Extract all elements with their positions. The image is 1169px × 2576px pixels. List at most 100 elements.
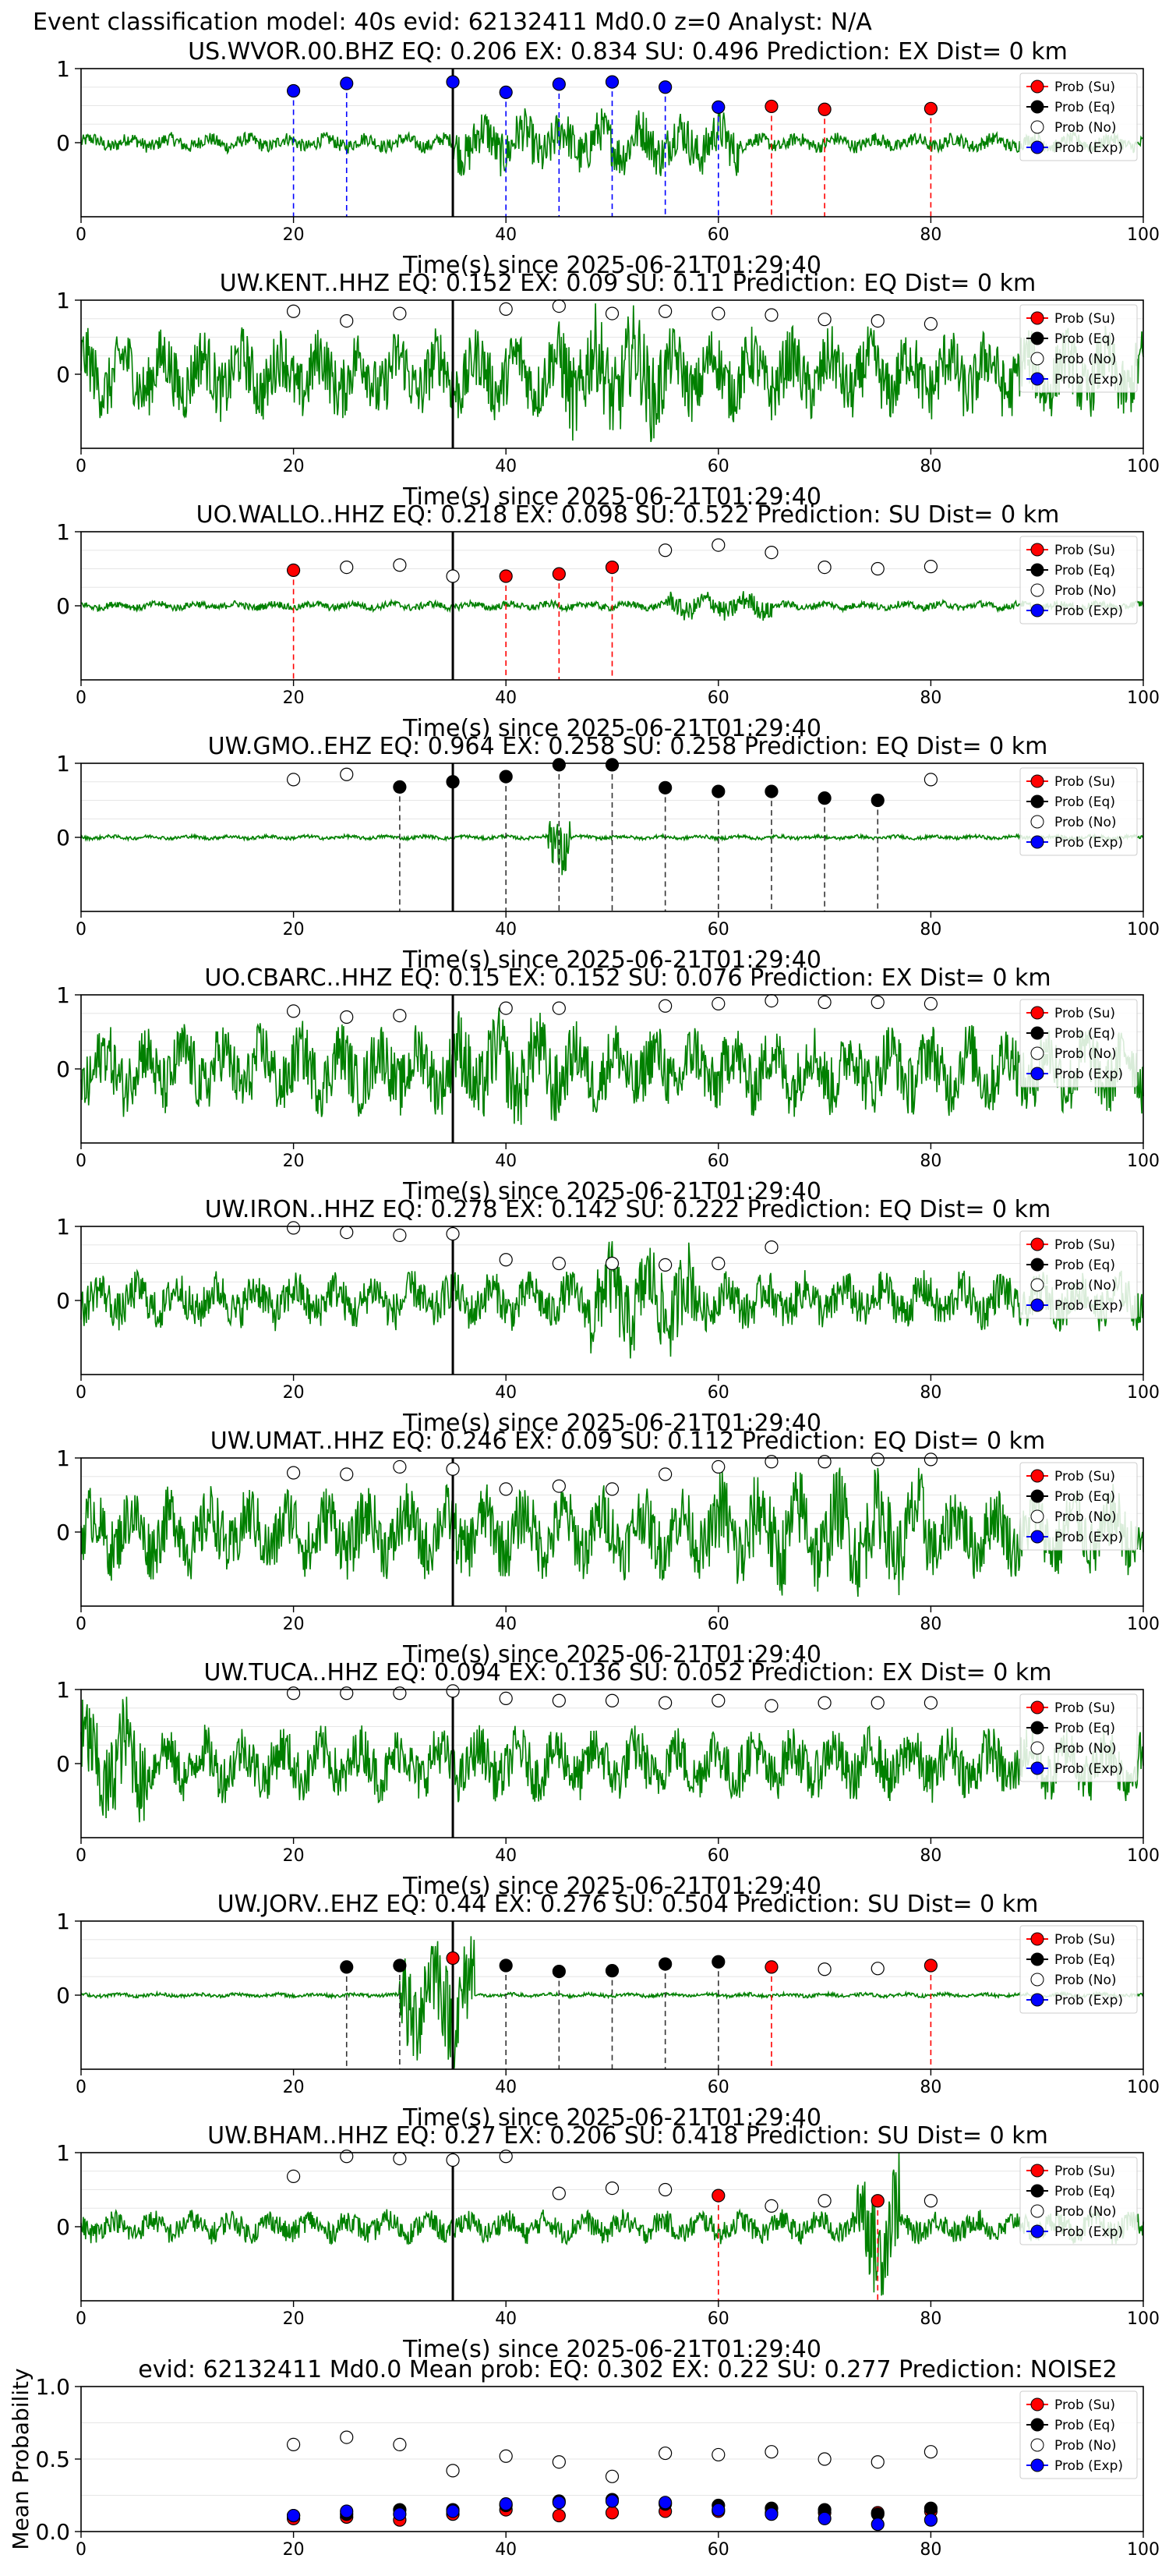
legend-box [1019, 536, 1138, 625]
y-tick-label: 0 [56, 1520, 70, 1545]
x-tick-label: 20 [283, 457, 305, 476]
prob-point-no [393, 2152, 407, 2166]
prob-point-su [765, 99, 779, 114]
x-tick-label: 80 [920, 688, 941, 708]
prob-point-no [712, 1256, 726, 1271]
legend-box [1019, 1462, 1138, 1551]
legend-marker-eq [1030, 1952, 1044, 1966]
legend-marker-su [1030, 80, 1044, 94]
mean-point-exp [552, 2496, 566, 2510]
panel-4: UW.GMO..EHZ EQ: 0.964 EX: 0.258 SU: 0.25… [56, 733, 1160, 974]
legend-marker-no [1030, 1046, 1044, 1060]
prob-point-su [287, 563, 301, 578]
prob-point-eq [552, 758, 566, 772]
x-tick-label: 20 [283, 225, 305, 245]
legend-label: Prob (Eq) [1054, 563, 1115, 579]
x-tick-label: 80 [920, 2309, 941, 2329]
x-tick-label: 0 [76, 457, 87, 476]
y-tick-label: 0 [56, 2214, 70, 2240]
legend-label: Prob (Eq) [1054, 1489, 1115, 1505]
prob-point-no [818, 313, 832, 327]
legend-label: Prob (No) [1054, 1046, 1117, 1062]
x-tick-label: 20 [283, 1383, 305, 1403]
legend-label: Prob (No) [1054, 1509, 1117, 1525]
prob-point-no [818, 560, 832, 575]
x-tick-label: 60 [708, 920, 729, 939]
legend-marker-su [1030, 1469, 1044, 1483]
legend-marker-su [1030, 543, 1044, 557]
prob-point-su [765, 1960, 779, 1974]
x-tick-label: 20 [283, 1615, 305, 1634]
prob-point-no [765, 993, 779, 1008]
prob-point-no [818, 1962, 832, 1976]
prob-point-no [287, 773, 301, 787]
legend-marker-eq [1030, 1489, 1044, 1503]
panel-title: US.WVOR.00.BHZ EQ: 0.206 EX: 0.834 SU: 0… [188, 38, 1068, 65]
prob-point-eq [605, 758, 620, 772]
x-tick-label: 60 [708, 225, 729, 245]
y-tick-label: 0 [56, 362, 70, 387]
mean-point-no [605, 2469, 620, 2483]
x-tick-label: 60 [708, 1846, 729, 1866]
waveform-trace [80, 303, 1144, 443]
mean-point-no [393, 2437, 407, 2451]
prob-point-no [552, 1001, 566, 1015]
prob-point-no [765, 1455, 779, 1469]
x-axis-label: Time(s) since 2025-06-21T01:29:40 [402, 1641, 821, 1668]
x-tick-label: 60 [708, 457, 729, 476]
prob-point-no [552, 1256, 566, 1271]
x-tick-label: 100 [1127, 1846, 1160, 1866]
legend-marker-eq [1030, 2184, 1044, 2198]
panel-2: UW.KENT..HHZ EQ: 0.152 EX: 0.09 SU: 0.11… [56, 270, 1160, 511]
y-tick-label: 1 [56, 288, 70, 313]
prob-point-no [659, 999, 673, 1013]
panel-6: UW.IRON..HHZ EQ: 0.278 EX: 0.142 SU: 0.2… [56, 1196, 1160, 1437]
prob-point-no [287, 1221, 301, 1235]
y-tick-label: 0 [56, 1288, 70, 1314]
panel-title: UW.IRON..HHZ EQ: 0.278 EX: 0.142 SU: 0.2… [205, 1196, 1051, 1223]
legend-label: Prob (No) [1054, 1278, 1117, 1293]
mean-point-no [712, 2447, 726, 2462]
waveform-trace [80, 1697, 1144, 1823]
mean-point-exp [393, 2507, 407, 2521]
panel-title: UW.JORV..EHZ EQ: 0.44 EX: 0.276 SU: 0.50… [217, 1891, 1039, 1918]
x-tick-label: 40 [495, 2078, 517, 2097]
legend-label: Prob (Eq) [1054, 331, 1115, 347]
legend-marker-no [1030, 2438, 1044, 2452]
prob-point-eq [712, 784, 726, 798]
legend-marker-eq [1030, 100, 1044, 114]
x-tick-label: 40 [495, 1846, 517, 1866]
y-tick-label: 1 [56, 1214, 70, 1240]
legend-label: Prob (Exp) [1054, 140, 1123, 156]
prob-point-no [712, 996, 726, 1011]
legend-label: Prob (Eq) [1054, 1026, 1115, 1042]
x-tick-label: 40 [495, 688, 517, 708]
x-tick-label: 0 [76, 1846, 87, 1866]
waveform-trace [80, 1007, 1144, 1125]
legend-marker-exp [1030, 835, 1044, 849]
mean-point-exp [446, 2504, 460, 2518]
prob-point-eq [446, 775, 460, 789]
panel-title: UO.WALLO..HHZ EQ: 0.218 EX: 0.098 SU: 0.… [196, 501, 1060, 529]
y-tick-label: 0.0 [35, 2519, 70, 2545]
mean-point-exp [340, 2504, 354, 2518]
legend-marker-su [1030, 2397, 1044, 2411]
x-tick-label: 100 [1127, 457, 1160, 476]
legend-label: Prob (Exp) [1054, 2458, 1123, 2474]
legend-marker-eq [1030, 1258, 1044, 1272]
panel-title: UW.UMAT..HHZ EQ: 0.246 EX: 0.09 SU: 0.11… [210, 1428, 1045, 1455]
legend-label: Prob (Su) [1054, 1237, 1115, 1253]
x-axis-label: Time(s) since 2025-06-21T01:29:40 [402, 1410, 821, 1437]
x-axis-label: Time(s) since 2025-06-21T01:29:40 [402, 715, 821, 742]
x-tick-label: 40 [495, 1615, 517, 1634]
prob-point-exp [340, 76, 354, 90]
prob-point-no [605, 1256, 620, 1271]
x-tick-label: 80 [920, 1846, 941, 1866]
legend-label: Prob (Su) [1054, 543, 1115, 558]
panel-8: UW.TUCA..HHZ EQ: 0.094 EX: 0.136 SU: 0.0… [56, 1659, 1160, 1900]
legend-label: Prob (No) [1054, 583, 1117, 599]
prob-point-no [340, 1467, 354, 1481]
prob-point-no [765, 2199, 779, 2213]
prob-point-eq [393, 780, 407, 794]
